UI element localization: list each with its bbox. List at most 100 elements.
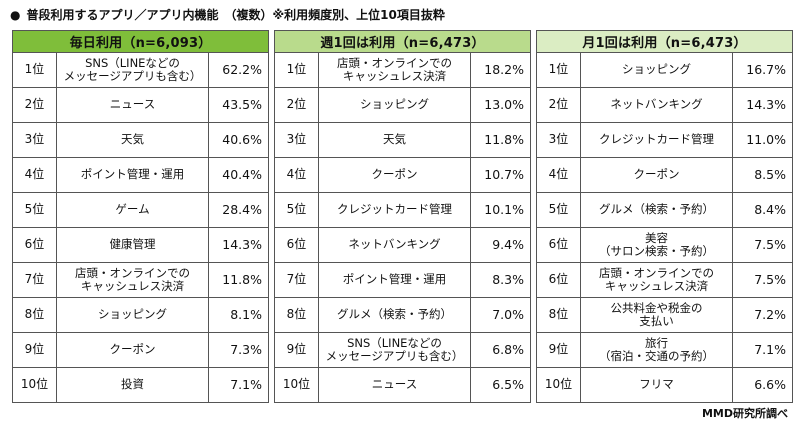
title-text: 普段利用するアプリ／アプリ内機能 （複数）※利用頻度別、上位10項目抜粋: [26, 8, 445, 22]
item-cell: SNS（LINEなどの メッセージアプリも含む）: [56, 52, 209, 88]
rank-cell: 7位: [12, 262, 57, 298]
item-cell: 投資: [56, 367, 209, 403]
rank-cell: 1位: [274, 52, 319, 88]
value-cell: 8.4%: [732, 192, 793, 228]
value-cell: 6.8%: [470, 332, 531, 368]
value-cell: 14.3%: [732, 87, 793, 123]
table-header: 週1回は利用（n=6,473）: [274, 30, 531, 53]
table-row: 1位 SNS（LINEなどの メッセージアプリも含む） 62.2%: [12, 52, 269, 88]
item-cell: ショッピング: [56, 297, 209, 333]
table-row: 10位 ニュース 6.5%: [274, 367, 531, 403]
value-cell: 16.7%: [732, 52, 793, 88]
rank-cell: 5位: [274, 192, 319, 228]
table-row: 8位 公共料金や税金の 支払い 7.2%: [536, 297, 793, 333]
item-cell: ゲーム: [56, 192, 209, 228]
rank-cell: 9位: [536, 332, 581, 368]
rank-cell: 2位: [274, 87, 319, 123]
table-row: 3位 天気 11.8%: [274, 122, 531, 158]
value-cell: 40.6%: [208, 122, 269, 158]
rank-cell: 4位: [274, 157, 319, 193]
item-cell: ショッピング: [318, 87, 471, 123]
item-cell: 店頭・オンラインでの キャッシュレス決済: [318, 52, 471, 88]
item-cell: 旅行 （宿泊・交通の予約）: [580, 332, 733, 368]
item-cell: 健康管理: [56, 227, 209, 263]
table-header: 毎日利用（n=6,093）: [12, 30, 269, 53]
value-cell: 6.6%: [732, 367, 793, 403]
table-row: 10位 投資 7.1%: [12, 367, 269, 403]
value-cell: 8.1%: [208, 297, 269, 333]
rank-cell: 2位: [12, 87, 57, 123]
ranking-table-daily: 毎日利用（n=6,093） 1位 SNS（LINEなどの メッセージアプリも含む） 6…: [12, 30, 269, 403]
value-cell: 6.5%: [470, 367, 531, 403]
item-cell: クーポン: [318, 157, 471, 193]
value-cell: 7.2%: [732, 297, 793, 333]
table-row: 6位 ネットバンキング 9.4%: [274, 227, 531, 263]
table-row: 6位 健康管理 14.3%: [12, 227, 269, 263]
table-row: 4位 クーポン 8.5%: [536, 157, 793, 193]
ranking-table-monthly: 月1回は利用（n=6,473） 1位 ショッピング 16.7% 2位 ネットバンキング 1…: [536, 30, 793, 403]
rank-cell: 6位: [12, 227, 57, 263]
table-row: 5位 グルメ（検索・予約） 8.4%: [536, 192, 793, 228]
value-cell: 7.5%: [732, 227, 793, 263]
rank-cell: 6位: [536, 262, 581, 298]
item-cell: 店頭・オンラインでの キャッシュレス決済: [56, 262, 209, 298]
item-cell: 天気: [318, 122, 471, 158]
value-cell: 7.1%: [732, 332, 793, 368]
rank-cell: 9位: [274, 332, 319, 368]
value-cell: 9.4%: [470, 227, 531, 263]
value-cell: 11.8%: [470, 122, 531, 158]
table-row: 5位 クレジットカード管理 10.1%: [274, 192, 531, 228]
value-cell: 10.1%: [470, 192, 531, 228]
rank-cell: 4位: [12, 157, 57, 193]
item-cell: ニュース: [318, 367, 471, 403]
table-header: 月1回は利用（n=6,473）: [536, 30, 793, 53]
rank-cell: 3位: [274, 122, 319, 158]
rank-cell: 1位: [536, 52, 581, 88]
value-cell: 8.3%: [470, 262, 531, 298]
item-cell: ネットバンキング: [318, 227, 471, 263]
rank-cell: 10位: [12, 367, 57, 403]
rank-cell: 5位: [536, 192, 581, 228]
value-cell: 8.5%: [732, 157, 793, 193]
item-cell: クーポン: [580, 157, 733, 193]
value-cell: 11.8%: [208, 262, 269, 298]
item-cell: ポイント管理・運用: [318, 262, 471, 298]
value-cell: 13.0%: [470, 87, 531, 123]
item-cell: 美容 （サロン検索・予約）: [580, 227, 733, 263]
rank-cell: 8位: [536, 297, 581, 333]
value-cell: 11.0%: [732, 122, 793, 158]
item-cell: 店頭・オンラインでの キャッシュレス決済: [580, 262, 733, 298]
item-cell: 公共料金や税金の 支払い: [580, 297, 733, 333]
table-row: 6位 美容 （サロン検索・予約） 7.5%: [536, 227, 793, 263]
rank-cell: 4位: [536, 157, 581, 193]
item-cell: SNS（LINEなどの メッセージアプリも含む）: [318, 332, 471, 368]
value-cell: 43.5%: [208, 87, 269, 123]
value-cell: 62.2%: [208, 52, 269, 88]
item-cell: ショッピング: [580, 52, 733, 88]
rank-cell: 6位: [536, 227, 581, 263]
rank-cell: 2位: [536, 87, 581, 123]
value-cell: 14.3%: [208, 227, 269, 263]
table-row: 2位 ニュース 43.5%: [12, 87, 269, 123]
item-cell: ポイント管理・運用: [56, 157, 209, 193]
table-row: 10位 フリマ 6.6%: [536, 367, 793, 403]
value-cell: 40.4%: [208, 157, 269, 193]
table-row: 3位 天気 40.6%: [12, 122, 269, 158]
table-row: 3位 クレジットカード管理 11.0%: [536, 122, 793, 158]
rank-cell: 5位: [12, 192, 57, 228]
table-row: 9位 旅行 （宿泊・交通の予約） 7.1%: [536, 332, 793, 368]
rank-cell: 9位: [12, 332, 57, 368]
table-row: 9位 SNS（LINEなどの メッセージアプリも含む） 6.8%: [274, 332, 531, 368]
table-row: 8位 グルメ（検索・予約） 7.0%: [274, 297, 531, 333]
rank-cell: 1位: [12, 52, 57, 88]
table-row: 1位 店頭・オンラインでの キャッシュレス決済 18.2%: [274, 52, 531, 88]
table-row: 1位 ショッピング 16.7%: [536, 52, 793, 88]
value-cell: 28.4%: [208, 192, 269, 228]
rank-cell: 6位: [274, 227, 319, 263]
table-row: 7位 ポイント管理・運用 8.3%: [274, 262, 531, 298]
rank-cell: 7位: [274, 262, 319, 298]
table-row: 6位 店頭・オンラインでの キャッシュレス決済 7.5%: [536, 262, 793, 298]
item-cell: グルメ（検索・予約）: [318, 297, 471, 333]
rank-cell: 3位: [536, 122, 581, 158]
rank-cell: 10位: [274, 367, 319, 403]
